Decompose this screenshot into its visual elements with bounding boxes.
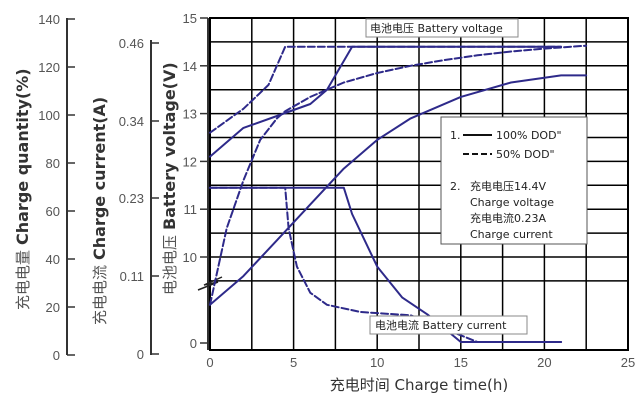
quantity-tick-label: 40 — [46, 252, 60, 267]
voltage-axis-label-en: Battery voltage(V) — [160, 62, 179, 230]
legend-charge-current-en: Charge current — [470, 228, 553, 241]
legend-charge-voltage-cn: 充电电压14.4V — [470, 179, 546, 193]
quantity-tick-label: 80 — [46, 156, 60, 171]
voltage-tick-label: 0 — [190, 336, 197, 351]
quantity-tick-label: 140 — [38, 12, 60, 27]
current-tick-label: 0.46 — [119, 36, 144, 51]
legend-box — [440, 116, 588, 245]
x-tick-label: 15 — [454, 355, 468, 370]
battery-current-annotation: 电池电流 Battery current — [369, 315, 528, 335]
voltage-tick-label: 14 — [183, 59, 197, 74]
legend-num-2: 2. — [450, 180, 461, 193]
quantity-axis-label-cn: 充电电量 — [14, 250, 32, 310]
x-tick-label: 20 — [537, 355, 551, 370]
quantity-tick-label: 100 — [38, 108, 60, 123]
axis-break-mark — [197, 276, 223, 291]
x-tick-label: 0 — [206, 355, 213, 370]
legend-dashed-label: 50% DOD" — [496, 148, 555, 161]
voltage-tick-label: 13 — [183, 107, 197, 122]
legend-num-1: 1. — [450, 129, 461, 142]
battery-current-label: 电池电流 Battery current — [375, 318, 507, 332]
battery-voltage-label: 电池电压 Battery voltage — [370, 22, 503, 35]
voltage-curve-dashed — [209, 45, 563, 134]
x-tick-label: 25 — [621, 355, 635, 370]
current-curve-solid — [209, 186, 563, 343]
current-tick-label: 0.11 — [120, 269, 144, 284]
voltage-tick-label: 11 — [184, 202, 198, 217]
x-tick-label: 5 — [290, 355, 297, 370]
axis-ticks: 0 5 10 15 20 2515141312111000.460.340.230.110… — [38, 11, 635, 370]
grid — [210, 18, 628, 350]
quantity-tick-label: 0 — [53, 348, 60, 363]
legend-solid-label: 100% DOD" — [496, 129, 562, 142]
voltage-axis-label-cn: 电池电压 — [161, 235, 179, 295]
voltage-tick-label: 15 — [183, 11, 197, 26]
voltage-tick-label: 10 — [183, 250, 197, 265]
quantity-curve-dashed — [209, 44, 588, 306]
legend: 1. 100% DOD" 50% DOD" 2. 充电电压14.4V Charg… — [440, 116, 588, 245]
legend-charge-voltage-en: Charge voltage — [470, 196, 554, 209]
battery-voltage-annotation: 电池电压 Battery voltage — [365, 18, 519, 38]
voltage-tick-label: 12 — [183, 154, 197, 169]
x-axis-label: 充电时间 Charge time(h) — [330, 376, 508, 394]
legend-charge-current-cn: 充电电流0.23A — [470, 211, 546, 225]
current-axis-label-en: Charge current(A) — [90, 97, 109, 260]
quantity-curve-solid — [209, 74, 588, 306]
quantity-tick-label: 120 — [38, 60, 60, 75]
x-tick-label: 10 — [370, 355, 384, 370]
current-axis-label-cn: 充电电流 — [91, 265, 109, 325]
quantity-tick-label: 60 — [46, 204, 60, 219]
current-tick-label: 0 — [137, 347, 144, 362]
current-tick-label: 0.23 — [119, 191, 144, 206]
curves — [209, 44, 588, 343]
quantity-tick-label: 20 — [46, 300, 60, 315]
quantity-axis-label-en: Charge quantity(%) — [13, 68, 32, 245]
current-tick-label: 0.34 — [119, 114, 144, 129]
